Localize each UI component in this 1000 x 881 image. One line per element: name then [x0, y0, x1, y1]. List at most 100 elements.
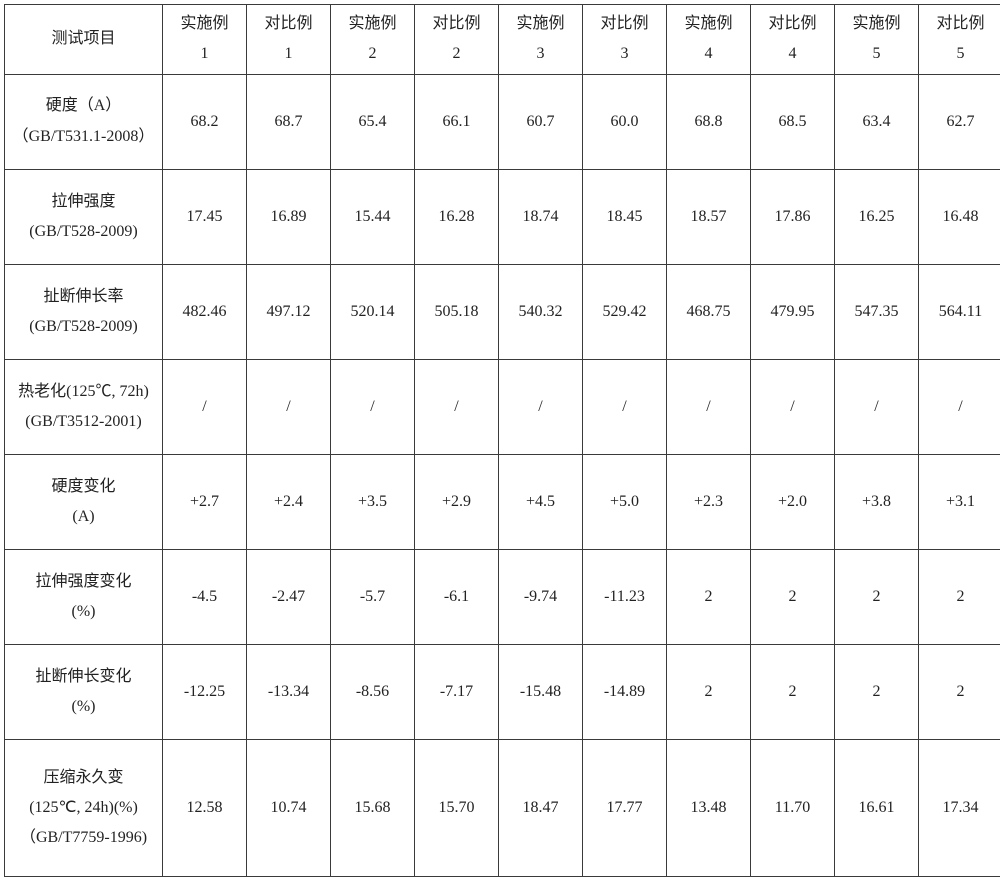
data-cell: /: [583, 360, 667, 455]
header-cell: 实施例4: [667, 5, 751, 75]
header-label-line1: 实施例: [669, 9, 748, 39]
row-label-line: (%): [7, 692, 160, 722]
data-cell: 16.25: [835, 169, 919, 264]
data-cell: -8.56: [331, 645, 415, 740]
row-label-line: 扯断伸长率: [7, 282, 160, 312]
data-cell: -11.23: [583, 550, 667, 645]
table-row: 拉伸强度(GB/T528-2009)17.4516.8915.4416.2818…: [5, 169, 1000, 264]
header-row: 测试项目实施例1对比例1实施例2对比例2实施例3对比例3实施例4对比例4实施例5…: [5, 5, 1000, 75]
table-container: 测试项目实施例1对比例1实施例2对比例2实施例3对比例3实施例4对比例4实施例5…: [0, 0, 1000, 881]
header-label-line2: 1: [249, 39, 328, 69]
data-cell: +2.9: [415, 455, 499, 550]
data-cell: -2.47: [247, 550, 331, 645]
data-cell: 18.74: [499, 169, 583, 264]
header-label-line1: 对比例: [249, 9, 328, 39]
row-label-line: (GB/T3512-2001): [7, 407, 160, 437]
data-cell: 16.28: [415, 169, 499, 264]
row-label-line: （GB/T7759-1996): [7, 823, 160, 853]
data-cell: 18.57: [667, 169, 751, 264]
table-row: 拉伸强度变化(%)-4.5-2.47-5.7-6.1-9.74-11.23222…: [5, 550, 1000, 645]
header-label-line1: 对比例: [753, 9, 832, 39]
header-label-line2: 4: [753, 39, 832, 69]
data-cell: 68.2: [163, 74, 247, 169]
data-cell: 2: [667, 550, 751, 645]
row-label-line: (%): [7, 597, 160, 627]
data-cell: /: [751, 360, 835, 455]
data-cell: -13.34: [247, 645, 331, 740]
header-label-line2: 3: [501, 39, 580, 69]
data-cell: 2: [835, 550, 919, 645]
data-cell: 564.11: [919, 264, 1000, 359]
data-cell: 505.18: [415, 264, 499, 359]
header-label-line2: 3: [585, 39, 664, 69]
data-cell: 15.70: [415, 740, 499, 877]
table-row: 热老化(125℃, 72h)(GB/T3512-2001)//////////: [5, 360, 1000, 455]
data-cell: -9.74: [499, 550, 583, 645]
row-label-line: 拉伸强度: [7, 187, 160, 217]
data-cell: -15.48: [499, 645, 583, 740]
data-cell: +3.1: [919, 455, 1000, 550]
data-cell: 15.44: [331, 169, 415, 264]
data-cell: 17.45: [163, 169, 247, 264]
data-cell: 15.68: [331, 740, 415, 877]
data-cell: +3.5: [331, 455, 415, 550]
header-label-line1: 实施例: [333, 9, 412, 39]
data-cell: 10.74: [247, 740, 331, 877]
header-cell: 对比例4: [751, 5, 835, 75]
data-cell: 479.95: [751, 264, 835, 359]
data-cell: +5.0: [583, 455, 667, 550]
header-label-line2: 5: [921, 39, 1000, 69]
data-cell: 497.12: [247, 264, 331, 359]
data-cell: /: [835, 360, 919, 455]
data-cell: 468.75: [667, 264, 751, 359]
data-cell: 18.45: [583, 169, 667, 264]
data-cell: 68.5: [751, 74, 835, 169]
header-cell: 对比例5: [919, 5, 1000, 75]
row-label-cell: 拉伸强度(GB/T528-2009): [5, 169, 163, 264]
data-cell: 66.1: [415, 74, 499, 169]
row-label-cell: 扯断伸长率(GB/T528-2009): [5, 264, 163, 359]
row-label-cell: 热老化(125℃, 72h)(GB/T3512-2001): [5, 360, 163, 455]
table-head: 测试项目实施例1对比例1实施例2对比例2实施例3对比例3实施例4对比例4实施例5…: [5, 5, 1000, 75]
data-cell: 2: [667, 645, 751, 740]
row-label-cell: 压缩永久变(125℃, 24h)(%)（GB/T7759-1996): [5, 740, 163, 877]
data-cell: 2: [919, 550, 1000, 645]
row-label-line: 压缩永久变: [7, 763, 160, 793]
header-cell: 实施例5: [835, 5, 919, 75]
data-cell: -5.7: [331, 550, 415, 645]
header-label-line1: 对比例: [585, 9, 664, 39]
data-cell: /: [247, 360, 331, 455]
data-cell: /: [667, 360, 751, 455]
data-cell: /: [163, 360, 247, 455]
data-cell: 63.4: [835, 74, 919, 169]
header-cell: 对比例3: [583, 5, 667, 75]
row-label-line: （GB/T531.1-2008）: [7, 122, 160, 152]
table-row: 扯断伸长率(GB/T528-2009)482.46497.12520.14505…: [5, 264, 1000, 359]
data-cell: 529.42: [583, 264, 667, 359]
header-label-line2: 2: [417, 39, 496, 69]
row-label-cell: 扯断伸长变化(%): [5, 645, 163, 740]
header-label-line1: 对比例: [921, 9, 1000, 39]
data-cell: +3.8: [835, 455, 919, 550]
table-body: 硬度（A）（GB/T531.1-2008）68.268.765.466.160.…: [5, 74, 1000, 876]
header-cell-test-item: 测试项目: [5, 5, 163, 75]
data-cell: 520.14: [331, 264, 415, 359]
header-label-line1: 实施例: [165, 9, 244, 39]
row-label-line: (GB/T528-2009): [7, 312, 160, 342]
data-cell: +2.0: [751, 455, 835, 550]
data-cell: 65.4: [331, 74, 415, 169]
header-cell: 对比例1: [247, 5, 331, 75]
row-label-cell: 拉伸强度变化(%): [5, 550, 163, 645]
table-row: 硬度（A）（GB/T531.1-2008）68.268.765.466.160.…: [5, 74, 1000, 169]
data-cell: 60.0: [583, 74, 667, 169]
row-label-line: 硬度变化: [7, 472, 160, 502]
row-label-line: (A): [7, 502, 160, 532]
data-cell: 12.58: [163, 740, 247, 877]
row-label-cell: 硬度（A）（GB/T531.1-2008）: [5, 74, 163, 169]
data-cell: 2: [835, 645, 919, 740]
data-cell: /: [919, 360, 1000, 455]
data-cell: 547.35: [835, 264, 919, 359]
data-cell: -6.1: [415, 550, 499, 645]
data-cell: +2.4: [247, 455, 331, 550]
header-label-line1: 对比例: [417, 9, 496, 39]
